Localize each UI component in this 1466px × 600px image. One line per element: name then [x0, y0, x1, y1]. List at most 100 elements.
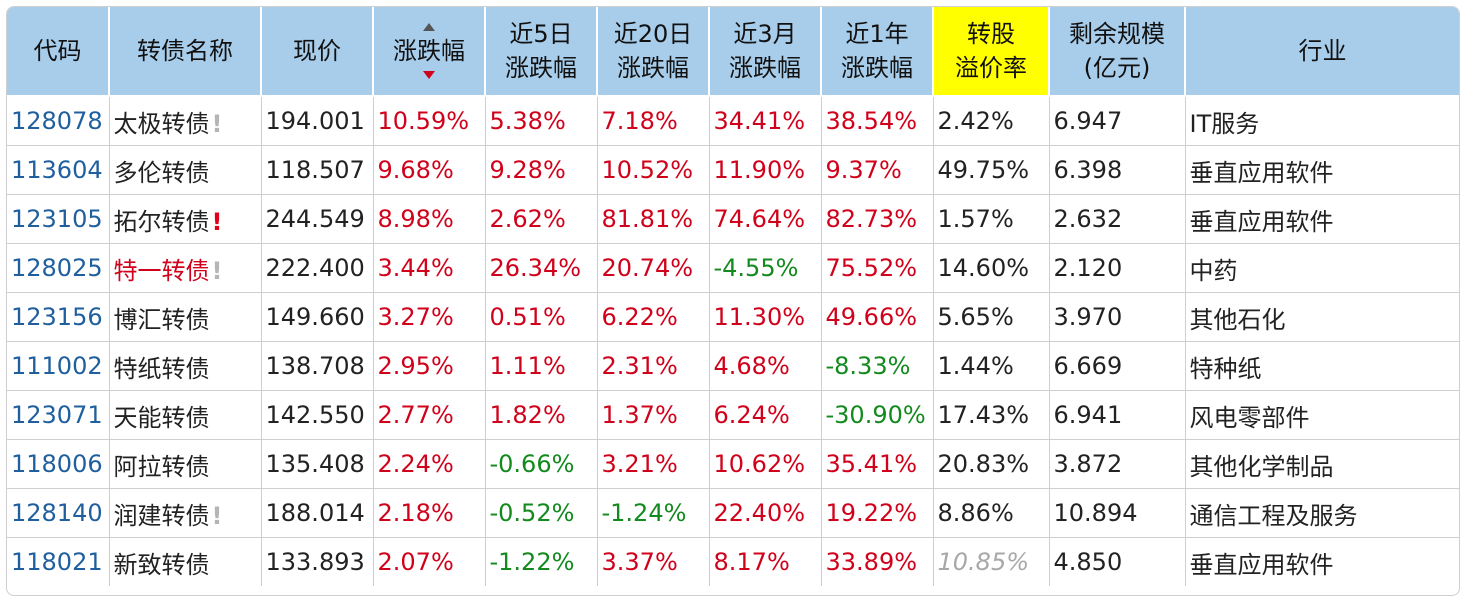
col-header-change[interactable]: 涨跌幅	[373, 7, 486, 97]
table-row[interactable]: 113604 多伦转债 118.507 9.68% 9.28% 10.52% 11.90% 9…	[7, 145, 1459, 195]
bond-code-link-text[interactable]: 118021	[11, 548, 103, 576]
table-row[interactable]: 123156 博汇转债 149.660 3.27% 0.51% 6.22% 11.30% 49…	[7, 292, 1459, 342]
bond-name-link-text[interactable]: 太极转债	[113, 109, 210, 138]
change-1y-cell-text: 35.41%	[825, 450, 918, 478]
bond-name-link[interactable]: 特一转债!	[109, 243, 262, 293]
change-20d-cell: 3.21%	[597, 439, 710, 489]
col-header-price[interactable]: 现价	[261, 7, 374, 97]
bond-name-link[interactable]: 阿拉转债	[109, 439, 262, 489]
premium-cell-text: 14.60%	[937, 254, 1030, 282]
change-1y-cell-text: 49.66%	[825, 303, 918, 331]
bond-code-link[interactable]: 118021	[7, 537, 110, 586]
bond-code-link[interactable]: 123071	[7, 390, 110, 440]
table-row[interactable]: 123071 天能转债 142.550 2.77% 1.82% 1.37% 6.24% -30…	[7, 390, 1459, 440]
bond-code-link-text[interactable]: 123105	[11, 205, 103, 233]
industry-cell-text: 其他石化	[1189, 305, 1286, 334]
bond-name-link[interactable]: 拓尔转债!	[109, 194, 262, 244]
remaining-size-cell-text: 3.970	[1053, 303, 1123, 331]
bond-name-link[interactable]: 博汇转债	[109, 292, 262, 342]
remaining-size-cell-text: 2.632	[1053, 205, 1123, 233]
col-header-industry[interactable]: 行业	[1185, 7, 1459, 97]
change-5d-cell: -0.52%	[485, 488, 598, 538]
bond-name-link-text[interactable]: 天能转债	[113, 403, 210, 432]
warning-mark-icon[interactable]: !	[211, 207, 223, 236]
bond-code-link[interactable]: 128078	[7, 96, 110, 146]
bond-code-link-text[interactable]: 128140	[11, 499, 103, 527]
change-5d-cell: 5.38%	[485, 96, 598, 146]
bond-name-link-text[interactable]: 新致转债	[113, 550, 210, 579]
col-header-3m[interactable]: 近3月 涨跌幅	[709, 7, 822, 97]
table-row[interactable]: 123105 拓尔转债! 244.549 8.98% 2.62% 81.81% 74.64%…	[7, 194, 1459, 244]
table-row[interactable]: 118021 新致转债 133.893 2.07% -1.22% 3.37% 8.17% 33…	[7, 537, 1459, 586]
change-1y-cell: 33.89%	[821, 537, 934, 586]
bond-name-link[interactable]: 天能转债	[109, 390, 262, 440]
bond-code-link[interactable]: 128140	[7, 488, 110, 538]
bond-code-link-text[interactable]: 118006	[11, 450, 103, 478]
change-3m-cell-text: 10.62%	[713, 450, 806, 478]
bond-name-link[interactable]: 特纸转债	[109, 341, 262, 391]
change-cell: 10.59%	[373, 96, 486, 146]
bond-code-link-text[interactable]: 128078	[11, 107, 103, 135]
warning-mark-icon[interactable]: !	[211, 109, 223, 138]
bond-name-link-text[interactable]: 润建转债	[113, 501, 210, 530]
bond-code-link[interactable]: 113604	[7, 145, 110, 195]
bond-code-link[interactable]: 128025	[7, 243, 110, 293]
change-3m-cell-text: 6.24%	[713, 401, 790, 429]
col-header-premium[interactable]: 转股 溢价率	[933, 7, 1050, 97]
col-header-5d[interactable]: 近5日 涨跌幅	[485, 7, 598, 97]
table-row[interactable]: 128140 润建转债! 188.014 2.18% -0.52% -1.24% 22.40…	[7, 488, 1459, 538]
premium-cell: 8.86%	[933, 488, 1050, 538]
change-3m-cell: 4.68%	[709, 341, 822, 391]
premium-cell-text: 8.86%	[937, 499, 1014, 527]
bond-code-link[interactable]: 123105	[7, 194, 110, 244]
bond-name-link[interactable]: 太极转债!	[109, 96, 262, 146]
price-cell-text: 194.001	[265, 107, 365, 135]
price-cell-text: 222.400	[265, 254, 365, 282]
bond-name-link-text[interactable]: 博汇转债	[113, 305, 210, 334]
bond-name-link-text[interactable]: 阿拉转债	[113, 452, 210, 481]
col-header-size[interactable]: 剩余规模 (亿元)	[1049, 7, 1186, 97]
bond-name-link[interactable]: 多伦转债	[109, 145, 262, 195]
price-cell-text: 133.893	[265, 548, 365, 576]
bond-code-link[interactable]: 111002	[7, 341, 110, 391]
remaining-size-cell: 6.669	[1049, 341, 1186, 391]
bond-code-link[interactable]: 118006	[7, 439, 110, 489]
bond-name-link[interactable]: 新致转债	[109, 537, 262, 586]
bond-name-link-text[interactable]: 特纸转债	[113, 354, 210, 383]
bond-name-link[interactable]: 润建转债!	[109, 488, 262, 538]
table-row[interactable]: 118006 阿拉转债 135.408 2.24% -0.66% 3.21% 10.62% 3…	[7, 439, 1459, 489]
bond-code-link[interactable]: 123156	[7, 292, 110, 342]
change-20d-cell-text: 3.21%	[601, 450, 678, 478]
industry-cell: 其他石化	[1185, 292, 1459, 342]
change-3m-cell-text: 11.30%	[713, 303, 806, 331]
bond-code-link-text[interactable]: 123156	[11, 303, 103, 331]
table-row[interactable]: 111002 特纸转债 138.708 2.95% 1.11% 2.31% 4.68% -8.…	[7, 341, 1459, 391]
remaining-size-cell: 6.947	[1049, 96, 1186, 146]
col-header-code[interactable]: 代码	[7, 7, 110, 97]
warning-mark-icon[interactable]: !	[211, 256, 223, 285]
bond-code-link-text[interactable]: 111002	[11, 352, 103, 380]
change-cell: 3.44%	[373, 243, 486, 293]
change-20d-cell: 6.22%	[597, 292, 710, 342]
change-5d-cell: -1.22%	[485, 537, 598, 586]
change-cell-text: 2.95%	[377, 352, 454, 380]
col-header-20d[interactable]: 近20日 涨跌幅	[597, 7, 710, 97]
change-cell-text: 9.68%	[377, 156, 454, 184]
bond-code-link-text[interactable]: 123071	[11, 401, 103, 429]
bond-name-link-text[interactable]: 多伦转债	[113, 158, 210, 187]
warning-mark-icon[interactable]: !	[211, 501, 223, 530]
bond-code-link-text[interactable]: 128025	[11, 254, 103, 282]
col-header-1y[interactable]: 近1年 涨跌幅	[821, 7, 934, 97]
change-cell: 2.77%	[373, 390, 486, 440]
col-header-name[interactable]: 转债名称	[109, 7, 262, 97]
remaining-size-cell-text: 2.120	[1053, 254, 1123, 282]
bond-name-link-text[interactable]: 特一转债	[113, 256, 210, 285]
change-5d-cell-text: 26.34%	[489, 254, 582, 282]
premium-cell: 20.83%	[933, 439, 1050, 489]
table-row[interactable]: 128025 特一转债! 222.400 3.44% 26.34% 20.74% -4.55…	[7, 243, 1459, 293]
change-1y-cell: 82.73%	[821, 194, 934, 244]
bond-code-link-text[interactable]: 113604	[11, 156, 103, 184]
remaining-size-cell: 10.894	[1049, 488, 1186, 538]
table-row[interactable]: 128078 太极转债! 194.001 10.59% 5.38% 7.18% 34.41%…	[7, 96, 1459, 146]
bond-name-link-text[interactable]: 拓尔转债	[113, 207, 210, 236]
